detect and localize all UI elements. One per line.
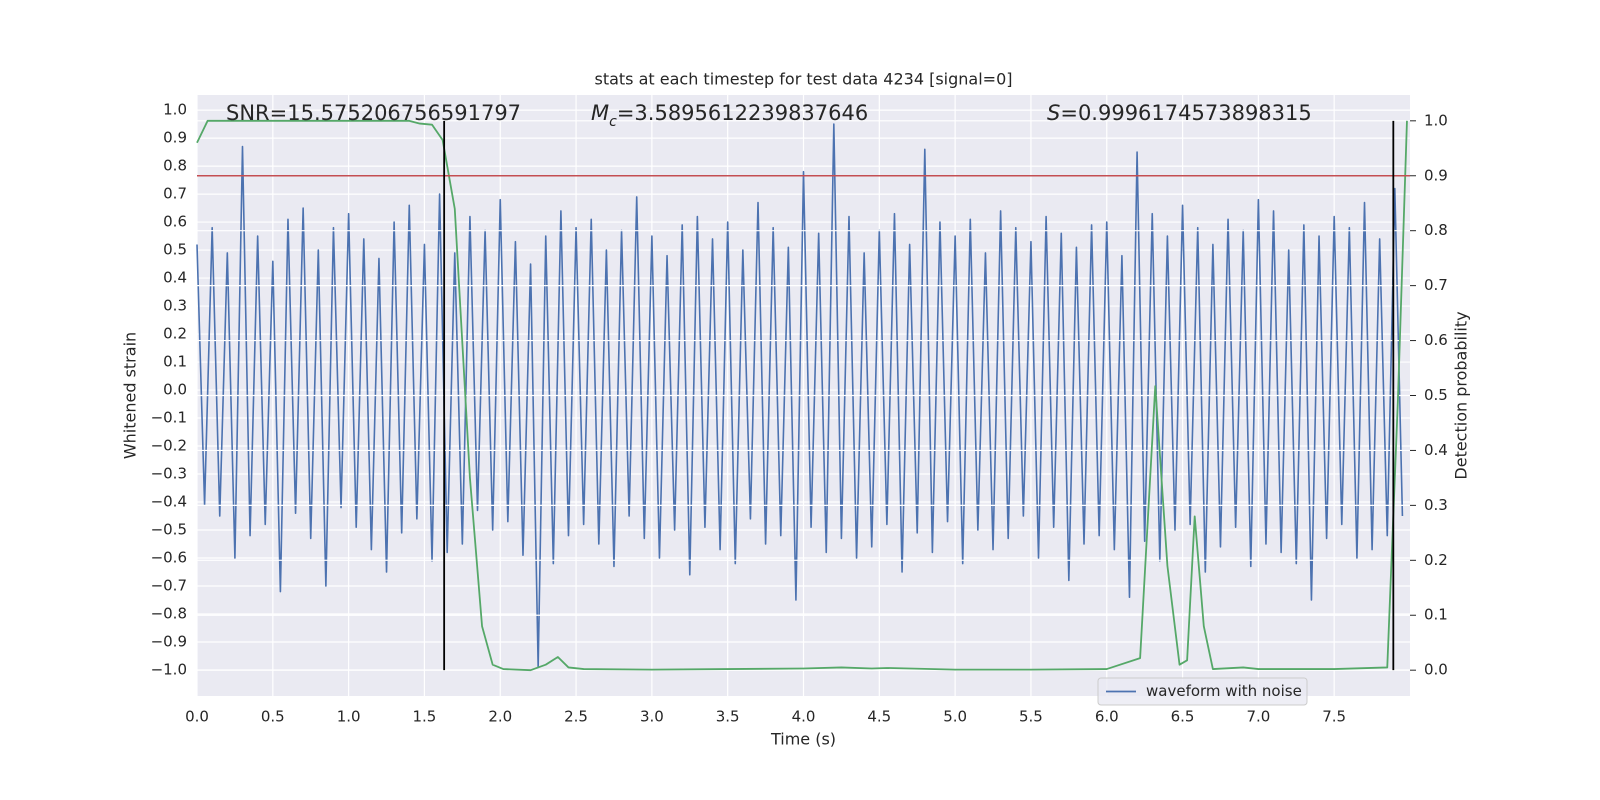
annotation-text: =0.9996174573898315 [1060, 101, 1311, 125]
annotation: S=0.9996174573898315 [1047, 101, 1312, 125]
data-line [196, 119, 1408, 672]
y2-tick-label: 0.1 [1424, 606, 1448, 624]
y-tick-label: −0.5 [151, 521, 187, 539]
annotation-text: =3.5895612239837646 [617, 101, 868, 125]
y-tick-label: 0.2 [163, 325, 187, 343]
x-tick-label: 2.5 [564, 708, 588, 726]
legend-label: waveform with noise [1146, 682, 1302, 700]
chart-title: stats at each timestep for test data 423… [594, 70, 1012, 89]
x-tick-label: 1.0 [337, 708, 361, 726]
x-tick-label: 3.5 [716, 708, 740, 726]
y-tick-label: 0.9 [163, 129, 187, 147]
y-tick-label: −0.8 [151, 604, 187, 622]
y-tick-label: 0.8 [163, 157, 187, 175]
y-tick-label: −1.0 [151, 660, 187, 678]
x-tick-label: 1.5 [413, 708, 437, 726]
y2-tick-label: 0.6 [1424, 331, 1448, 349]
x-tick-label: 4.0 [792, 708, 816, 726]
x-axis-label: Time (s) [770, 730, 836, 749]
y-tick-label: 1.0 [163, 101, 187, 119]
y2-tick-label: 0.8 [1424, 221, 1448, 239]
y2-tick-label: 0.3 [1424, 496, 1448, 514]
y-tick-label: −0.6 [151, 548, 187, 566]
y2-tick-label: 1.0 [1424, 111, 1448, 129]
annotation-subscript: c [609, 114, 617, 130]
y-tick-label: −0.9 [151, 632, 187, 650]
x-tick-label: 7.0 [1246, 708, 1270, 726]
annotation-text: SNR=15.575206756591797 [226, 101, 521, 125]
x-tick-label: 0.5 [261, 708, 285, 726]
x-tick-label: 5.0 [943, 708, 967, 726]
x-tick-label: 3.0 [640, 708, 664, 726]
y-axis-label: Whitened strain [121, 332, 140, 459]
x-tick-label: 4.5 [867, 708, 891, 726]
annotation-symbol: M [591, 101, 609, 125]
y-tick-label: −0.4 [151, 493, 187, 511]
data-line [196, 123, 1404, 668]
y2-tick-label: 0.9 [1424, 166, 1448, 184]
y-tick-label: −0.7 [151, 576, 187, 594]
y2-tick-label: 0.5 [1424, 386, 1448, 404]
y2-tick-label: 0.4 [1424, 441, 1448, 459]
y-tick-label: −0.3 [151, 465, 187, 483]
annotation: Mc=3.5895612239837646 [591, 101, 868, 130]
y2-tick-label: 0.2 [1424, 551, 1448, 569]
y-tick-label: 0.7 [163, 185, 187, 203]
y-tick-label: 0.4 [163, 269, 187, 287]
y-tick-label: 0.6 [163, 213, 187, 231]
y-tick-label: 0.1 [163, 353, 187, 371]
x-tick-label: 5.5 [1019, 708, 1043, 726]
y-tick-label: 0.5 [163, 241, 187, 259]
x-tick-label: 6.0 [1095, 708, 1119, 726]
y2-axis-label: Detection probability [1452, 311, 1471, 479]
x-tick-label: 0.0 [185, 708, 209, 726]
annotation-symbol: S [1047, 101, 1060, 125]
y2-tick-label: 0.7 [1424, 276, 1448, 294]
y-tick-label: 0.0 [163, 381, 187, 399]
y-tick-label: −0.2 [151, 437, 187, 455]
y2-tick-label: 0.0 [1424, 661, 1448, 679]
x-tick-label: 6.5 [1171, 708, 1195, 726]
y-tick-label: −0.1 [151, 409, 187, 427]
x-tick-label: 2.0 [488, 708, 512, 726]
legend-box [1097, 677, 1308, 706]
y-tick-label: 0.3 [163, 297, 187, 315]
annotation: SNR=15.575206756591797 [226, 101, 521, 125]
x-tick-label: 7.5 [1322, 708, 1346, 726]
